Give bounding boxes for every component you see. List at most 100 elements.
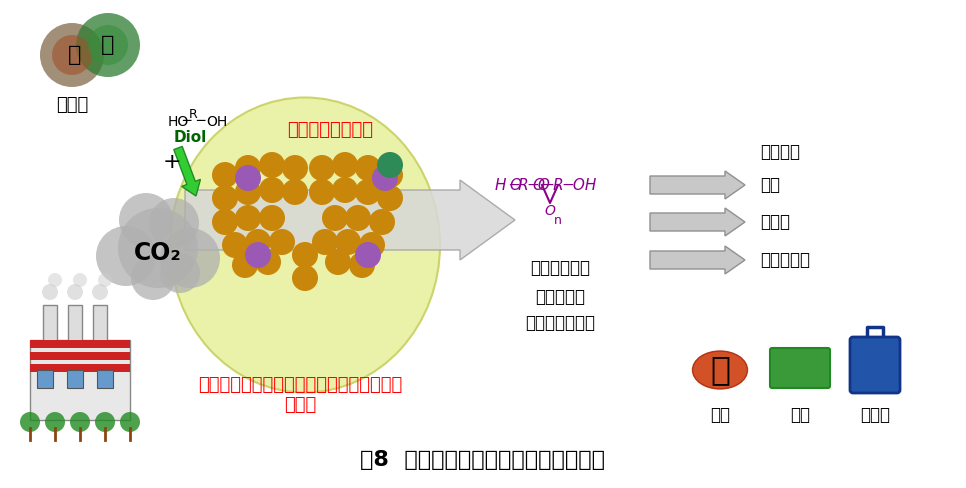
Text: HO: HO bbox=[168, 115, 189, 129]
Circle shape bbox=[355, 242, 381, 268]
Circle shape bbox=[160, 228, 220, 288]
Circle shape bbox=[160, 253, 200, 293]
Circle shape bbox=[235, 165, 261, 191]
Circle shape bbox=[355, 155, 381, 181]
Text: 海绵: 海绵 bbox=[790, 406, 810, 424]
Text: 图8  二氧化碳生产聚碳酸酯二醇的流程: 图8 二氧化碳生产聚碳酸酯二醇的流程 bbox=[360, 450, 606, 470]
Circle shape bbox=[67, 284, 83, 300]
Text: 🌿: 🌿 bbox=[101, 35, 115, 55]
Circle shape bbox=[20, 412, 40, 432]
FancyBboxPatch shape bbox=[43, 305, 57, 343]
FancyBboxPatch shape bbox=[770, 348, 830, 388]
Circle shape bbox=[355, 179, 381, 205]
Text: 金属氧化物催化工艺实现合成可再生聚碳酸: 金属氧化物催化工艺实现合成可再生聚碳酸 bbox=[198, 376, 402, 394]
FancyBboxPatch shape bbox=[67, 370, 83, 388]
Circle shape bbox=[118, 208, 198, 288]
Circle shape bbox=[88, 25, 128, 65]
Circle shape bbox=[322, 205, 348, 231]
Circle shape bbox=[235, 155, 261, 181]
Ellipse shape bbox=[170, 98, 440, 392]
Circle shape bbox=[359, 232, 385, 258]
Ellipse shape bbox=[693, 351, 748, 389]
Circle shape bbox=[372, 165, 398, 191]
Text: 工程塑料: 工程塑料 bbox=[760, 143, 800, 161]
Circle shape bbox=[212, 209, 238, 235]
Circle shape bbox=[232, 252, 258, 278]
Circle shape bbox=[349, 252, 375, 278]
Circle shape bbox=[282, 179, 308, 205]
Circle shape bbox=[235, 205, 261, 231]
Text: 聚氨酯: 聚氨酯 bbox=[760, 213, 790, 231]
Circle shape bbox=[52, 35, 92, 75]
FancyArrow shape bbox=[174, 146, 201, 196]
Circle shape bbox=[335, 229, 361, 255]
Circle shape bbox=[345, 205, 371, 231]
Text: 聚碳酸酯二醇: 聚碳酸酯二醇 bbox=[530, 259, 590, 277]
Text: 聚酯: 聚酯 bbox=[760, 176, 780, 194]
Text: n: n bbox=[554, 214, 562, 226]
Circle shape bbox=[245, 229, 271, 255]
Text: O: O bbox=[509, 178, 521, 192]
Text: O─R─OH: O─R─OH bbox=[533, 178, 597, 192]
FancyBboxPatch shape bbox=[850, 337, 900, 393]
FancyArrow shape bbox=[650, 208, 745, 236]
Circle shape bbox=[235, 179, 261, 205]
FancyBboxPatch shape bbox=[68, 305, 82, 343]
Text: 🪑: 🪑 bbox=[710, 353, 730, 386]
Text: 酯二醇: 酯二醇 bbox=[284, 396, 316, 414]
FancyArrow shape bbox=[650, 246, 745, 274]
Text: 座椅: 座椅 bbox=[710, 406, 730, 424]
Text: 生物质: 生物质 bbox=[56, 96, 88, 114]
FancyBboxPatch shape bbox=[93, 305, 107, 343]
Circle shape bbox=[259, 152, 285, 178]
Circle shape bbox=[245, 242, 271, 268]
Text: 🌾: 🌾 bbox=[69, 45, 82, 65]
FancyBboxPatch shape bbox=[37, 370, 53, 388]
Circle shape bbox=[95, 412, 115, 432]
Text: 手提箱: 手提箱 bbox=[860, 406, 890, 424]
Text: 丙烯酸树脂: 丙烯酸树脂 bbox=[760, 251, 810, 269]
Circle shape bbox=[76, 13, 140, 77]
Text: H: H bbox=[495, 178, 506, 192]
Circle shape bbox=[325, 249, 351, 275]
Circle shape bbox=[48, 273, 62, 287]
Circle shape bbox=[120, 412, 140, 432]
Circle shape bbox=[332, 152, 358, 178]
Circle shape bbox=[259, 177, 285, 203]
Circle shape bbox=[369, 209, 395, 235]
Circle shape bbox=[377, 185, 403, 211]
Circle shape bbox=[309, 179, 335, 205]
Text: O: O bbox=[545, 204, 555, 218]
Text: Diol: Diol bbox=[173, 130, 207, 145]
Circle shape bbox=[212, 162, 238, 188]
FancyArrow shape bbox=[185, 180, 515, 260]
Text: +: + bbox=[162, 152, 182, 172]
Text: 绿色聚合物
由再生资源组成: 绿色聚合物 由再生资源组成 bbox=[525, 288, 595, 332]
Circle shape bbox=[131, 256, 175, 300]
Circle shape bbox=[259, 205, 285, 231]
Circle shape bbox=[292, 242, 318, 268]
Circle shape bbox=[149, 198, 199, 248]
Text: ─: ─ bbox=[196, 114, 204, 128]
Circle shape bbox=[292, 265, 318, 291]
Text: R: R bbox=[188, 108, 197, 122]
Circle shape bbox=[45, 412, 65, 432]
Circle shape bbox=[377, 152, 403, 178]
FancyBboxPatch shape bbox=[30, 340, 130, 348]
Circle shape bbox=[70, 412, 90, 432]
Circle shape bbox=[269, 229, 295, 255]
Circle shape bbox=[96, 226, 156, 286]
Text: 金属氧化物催化剂: 金属氧化物催化剂 bbox=[287, 121, 373, 139]
Circle shape bbox=[377, 162, 403, 188]
Circle shape bbox=[255, 249, 281, 275]
FancyBboxPatch shape bbox=[30, 352, 130, 360]
Circle shape bbox=[312, 229, 338, 255]
Circle shape bbox=[332, 177, 358, 203]
Circle shape bbox=[282, 155, 308, 181]
Text: CO₂: CO₂ bbox=[134, 241, 182, 265]
Text: OH: OH bbox=[206, 115, 227, 129]
FancyBboxPatch shape bbox=[30, 340, 130, 420]
FancyBboxPatch shape bbox=[97, 370, 113, 388]
Circle shape bbox=[309, 155, 335, 181]
Circle shape bbox=[92, 284, 108, 300]
